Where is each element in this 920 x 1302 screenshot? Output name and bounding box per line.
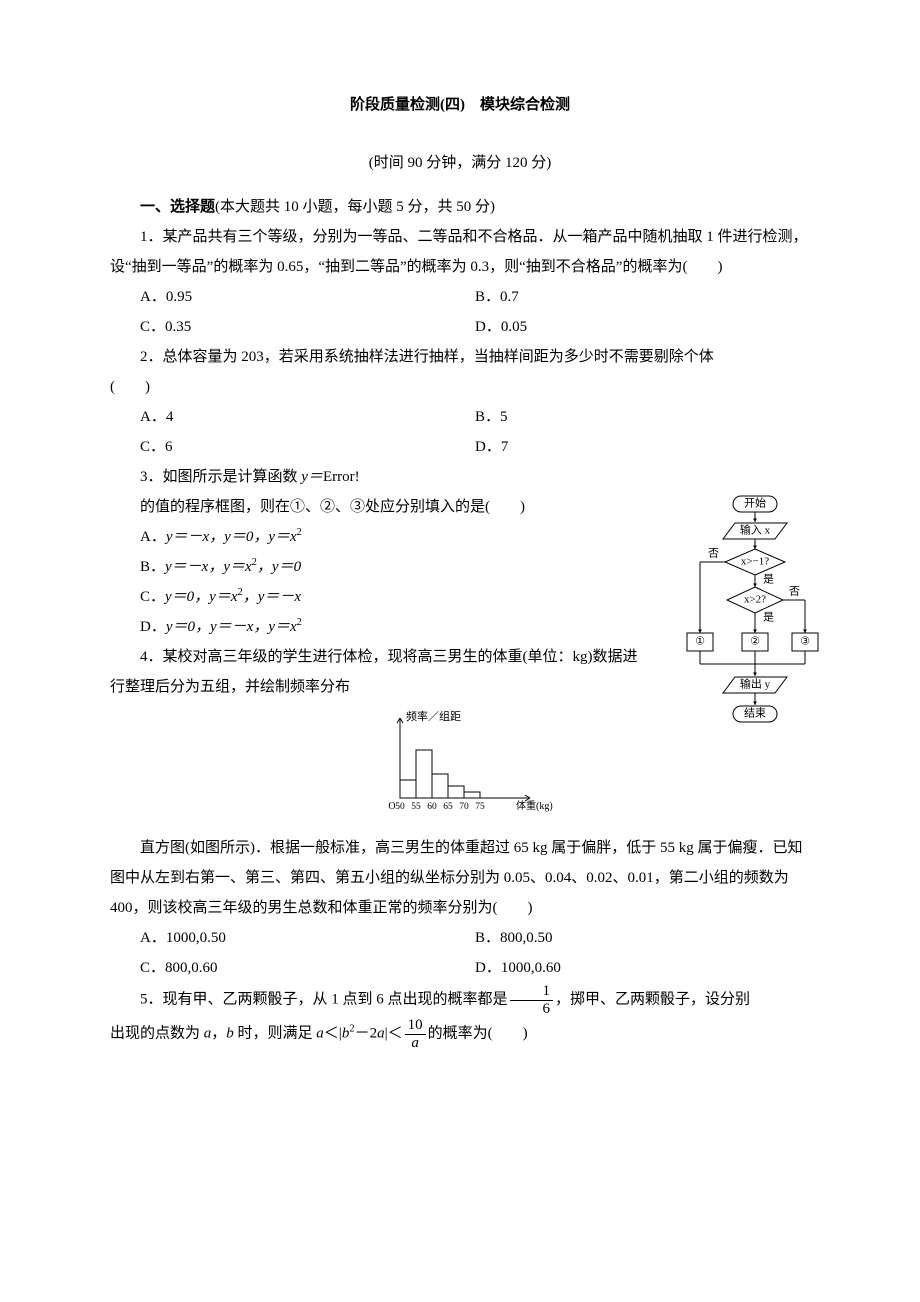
q5-p1-a: 5．现有甲、乙两颗骰子，从 1 点到 6 点出现的概率都是 (140, 991, 508, 1007)
flowchart-diagram: 开始输入 xx>−1?是否x>2?是否①②③输出 y结束 (660, 492, 820, 742)
q3-a-pre: A． (140, 529, 166, 545)
q3-d-sup: 2 (297, 617, 302, 628)
svg-text:75: 75 (475, 802, 485, 812)
svg-text:O: O (388, 801, 395, 812)
q4-line2: 直方图(如图所示)．根据一般标准，高三男生的体重超过 65 kg 属于偏胖，低于… (110, 833, 810, 923)
q5-frac-10-a: 10a (403, 1017, 428, 1051)
q5-p2-f: |＜ (385, 1025, 403, 1041)
q5-p2-a: 出现的点数为 (110, 1025, 204, 1041)
page-subtitle: (时间 90 分钟，满分 120 分) (110, 148, 810, 178)
svg-text:频率／组距: 频率／组距 (406, 709, 461, 723)
page-title: 阶段质量检测(四) 模块综合检测 (110, 90, 810, 120)
q3-b-body1: y＝－x，y＝x (165, 559, 252, 575)
svg-text:50: 50 (395, 802, 405, 812)
q4-opt-d: D．1000,0.60 (475, 953, 810, 983)
q1-opt-a: A．0.95 (140, 282, 475, 312)
svg-text:③: ③ (800, 636, 810, 648)
q1-options-row1: A．0.95 B．0.7 (110, 282, 810, 312)
q3-line1: 3．如图所示是计算函数 y＝Error! (110, 462, 810, 492)
q5-p2-d: ＜| (324, 1025, 342, 1041)
q3-error: Error! (323, 469, 360, 485)
q4-opt-c: C．800,0.60 (140, 953, 475, 983)
q5-p1: 5．现有甲、乙两颗骰子，从 1 点到 6 点出现的概率都是16，掷甲、乙两颗骰子… (110, 983, 810, 1017)
q2-opt-c: C．6 (140, 432, 475, 462)
svg-text:结束: 结束 (744, 707, 766, 720)
q5-p2-c: 时，则满足 (234, 1025, 317, 1041)
q1-opt-b: B．0.7 (475, 282, 810, 312)
q5-a3: a (377, 1025, 385, 1041)
svg-text:①: ① (695, 636, 705, 648)
q5-p1-b: ，掷甲、乙两颗骰子，设分别 (555, 991, 750, 1007)
svg-text:开始: 开始 (744, 496, 766, 510)
svg-text:是: 是 (763, 573, 774, 586)
svg-text:否: 否 (789, 586, 800, 598)
q3-c-body1: y＝0，y＝x (165, 589, 237, 605)
q1-opt-c: C．0.35 (140, 312, 475, 342)
svg-text:否: 否 (708, 548, 719, 560)
q2-stem: 2．总体容量为 203，若采用系统抽样法进行抽样，当抽样间距为多少时不需要剔除个… (110, 342, 810, 372)
svg-text:体重(kg): 体重(kg) (516, 799, 553, 812)
q5-frac-den1: 6 (510, 1001, 554, 1018)
svg-text:②: ② (750, 636, 760, 648)
svg-text:是: 是 (763, 611, 774, 624)
q2-options-row1: A．4 B．5 (110, 402, 810, 432)
q4-opt-a: A．1000,0.50 (140, 923, 475, 953)
q3-b-body2: ，y＝0 (257, 559, 301, 575)
q3-q4-block: 开始输入 xx>−1?是否x>2?是否①②③输出 y结束 3．如图所示是计算函数… (110, 462, 810, 702)
q5-frac-num1: 1 (510, 983, 554, 1001)
q5-frac-num2: 10 (405, 1017, 426, 1035)
q4-opt-b: B．800,0.50 (475, 923, 810, 953)
q4-options-row1: A．1000,0.50 B．800,0.50 (110, 923, 810, 953)
q1-stem: 1．某产品共有三个等级，分别为一等品、二等品和不合格品．从一箱产品中随机抽取 1… (110, 222, 810, 282)
svg-text:输入 x: 输入 x (740, 523, 771, 537)
q3-c-body2: ，y＝－x (243, 589, 301, 605)
q5-frac-den2: a (405, 1035, 426, 1052)
q3-d-pre: D． (140, 619, 166, 635)
section-1-rest: (本大题共 10 小题，每小题 5 分，共 50 分) (215, 199, 495, 215)
q2-opt-b: B．5 (475, 402, 810, 432)
q5-frac-1-6: 16 (508, 983, 556, 1017)
q2-options-row2: C．6 D．7 (110, 432, 810, 462)
svg-text:x>2?: x>2? (744, 594, 766, 606)
q3-a-sup: 2 (297, 527, 302, 538)
q4-options-row2: C．800,0.60 D．1000,0.60 (110, 953, 810, 983)
q1-options-row2: C．0.35 D．0.05 (110, 312, 810, 342)
svg-text:65: 65 (443, 802, 453, 812)
q3-b-pre: B． (140, 559, 165, 575)
q3-line1-a: 3．如图所示是计算函数 (140, 469, 301, 485)
section-1-heading: 一、选择题(本大题共 10 小题，每小题 5 分，共 50 分) (110, 192, 810, 222)
histogram-diagram: 频率／组距 50 55 60 65 70 75 O 体重(kg) (340, 708, 580, 818)
q2-stem-tail: ( ) (110, 372, 810, 402)
svg-text:55: 55 (411, 802, 421, 812)
q3-a-body: y＝－x，y＝0，y＝x (166, 529, 297, 545)
q5-p2-e: －2 (355, 1025, 378, 1041)
q5-p2-b: ， (211, 1025, 226, 1041)
q2-opt-d: D．7 (475, 432, 810, 462)
q5-b: b (226, 1025, 234, 1041)
svg-text:60: 60 (427, 802, 437, 812)
svg-text:70: 70 (459, 802, 469, 812)
q3-c-pre: C． (140, 589, 165, 605)
svg-text:输出 y: 输出 y (740, 677, 771, 691)
q5-p2-g: 的概率为( ) (428, 1025, 528, 1041)
q5-p2: 出现的点数为 a，b 时，则满足 a＜|b2－2a|＜10a的概率为( ) (110, 1017, 810, 1051)
q1-opt-d: D．0.05 (475, 312, 810, 342)
section-1-bold: 一、选择题 (140, 199, 215, 215)
svg-text:x>−1?: x>−1? (741, 556, 769, 568)
q2-opt-a: A．4 (140, 402, 475, 432)
q5-a2: a (316, 1025, 324, 1041)
q3-line1-y: y＝ (301, 469, 323, 485)
q3-d-body: y＝0，y＝－x，y＝x (166, 619, 297, 635)
